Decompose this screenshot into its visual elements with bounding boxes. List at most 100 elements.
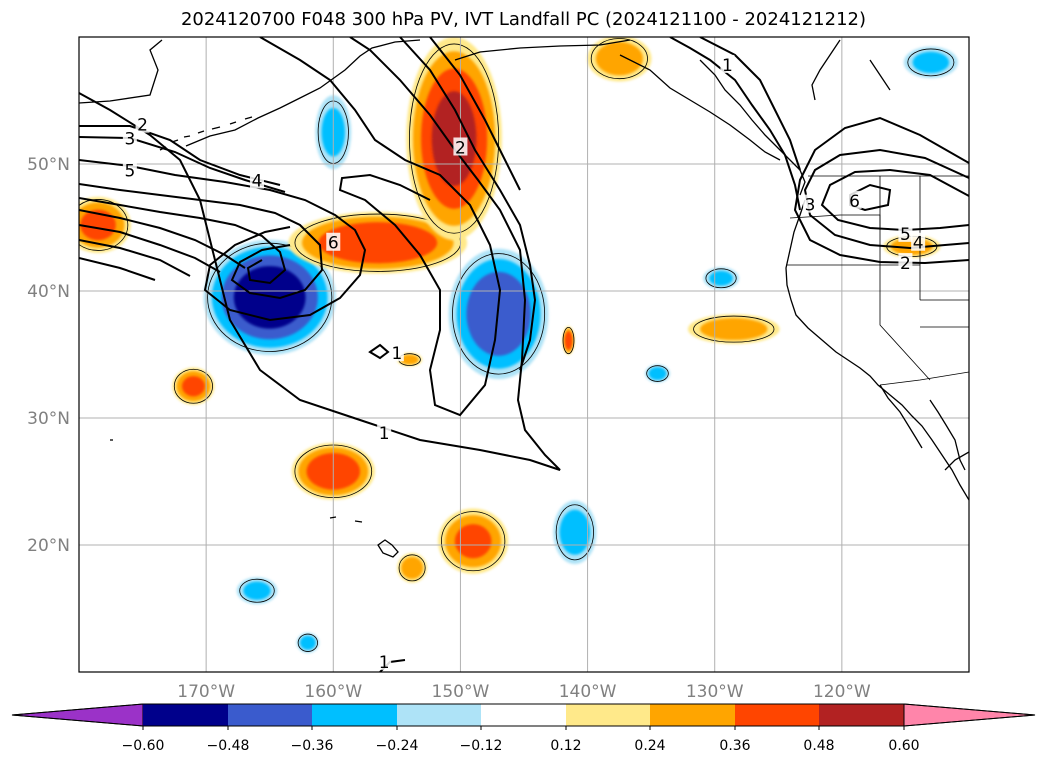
anomaly-blob: [644, 364, 671, 383]
anomaly-blob: [172, 367, 215, 405]
nevada-arizona-border: [879, 265, 969, 381]
colorbar-tick-label: −0.12: [460, 738, 503, 754]
colorbar-tick-label: −0.60: [122, 738, 165, 754]
anomaly-level: [400, 354, 419, 365]
anomaly-outline: [907, 48, 955, 77]
anomaly-level: [912, 51, 950, 74]
contour-line: [820, 168, 969, 232]
anomaly-outline: [590, 38, 648, 80]
anomaly-level: [233, 266, 306, 329]
contour-label: 6: [328, 234, 339, 254]
anomaly-outline: [441, 511, 506, 572]
contour-line: [259, 37, 502, 417]
contour-line: [79, 37, 561, 471]
contour-label: 1: [391, 344, 402, 364]
colorbar-segment: [397, 704, 481, 726]
contour-label-bg: [911, 232, 926, 251]
contour-label-bg: [847, 190, 862, 209]
alaska-coastline: [79, 39, 781, 161]
contour-label-bg: [720, 54, 735, 73]
anomaly-level: [559, 509, 591, 555]
contour-line: [79, 197, 287, 285]
anomaly-blob: [587, 37, 652, 82]
anomaly-blob: [562, 326, 575, 355]
contour-label: 3: [124, 130, 135, 150]
anomaly-blob: [438, 508, 509, 574]
contour-label: 2: [900, 254, 911, 274]
anomaly-level: [318, 222, 438, 264]
colorbar-tick-label: 0.60: [888, 738, 919, 754]
anomaly-level: [700, 318, 768, 341]
contour-label: 5: [124, 161, 135, 181]
longitude-tick-label: 160°W: [304, 682, 362, 702]
colorbar-segment: [819, 704, 904, 726]
latitude-tick-label: 20°N: [27, 536, 70, 556]
colorbar-tick-label: −0.24: [376, 738, 419, 754]
longitude-tick-label: 170°W: [177, 682, 235, 702]
contour-label-bg: [122, 128, 137, 147]
contour-line: [79, 224, 221, 273]
colorbar-extend-low: [11, 703, 144, 727]
anomaly-level: [595, 41, 643, 76]
anomaly-level: [401, 556, 424, 579]
colorbar: −0.60 −0.48 −0.36 −0.24 −0.12 0.12 0.24 0.36 0.4…: [11, 703, 1036, 754]
contour-label: 1: [379, 653, 390, 673]
colorbar-segment: [143, 704, 228, 726]
contour-label: 6: [849, 192, 860, 212]
anomaly-outline: [297, 633, 318, 652]
anomaly-outline: [452, 253, 546, 375]
ivt-contours: [79, 37, 969, 672]
colorbar-tick-label: 0.36: [719, 738, 750, 754]
contour-line: [399, 37, 537, 371]
contour-line: [79, 159, 367, 322]
anomaly-blob: [703, 267, 740, 290]
anomaly-blob: [296, 632, 320, 653]
contour-label-bg: [122, 160, 137, 179]
map-title: 2024120700 F048 300 hPa PV, IVT Landfall…: [180, 9, 867, 30]
longitude-tick-label: 150°W: [432, 682, 490, 702]
anomaly-outline: [79, 199, 129, 251]
colorbar-segment: [650, 704, 735, 726]
colorbar-extend-high: [903, 703, 1036, 727]
contour-label-bg: [377, 423, 392, 442]
anomaly-level: [454, 524, 492, 559]
anomaly-blob: [553, 500, 597, 565]
us-mexico-border: [879, 371, 969, 386]
anomaly-level: [181, 376, 205, 397]
anomaly-level: [709, 270, 733, 286]
contour-label: 1: [722, 56, 733, 76]
colorbar-tick-label: 0.48: [803, 738, 834, 754]
colorbar-segment: [566, 704, 650, 726]
colorbar-segment: [481, 704, 566, 726]
colorbar-tick-label: 0.24: [634, 738, 665, 754]
contour-label-bg: [453, 137, 468, 156]
anomaly-level: [243, 581, 271, 600]
contour-label: 2: [455, 138, 466, 158]
anomaly-level: [300, 635, 316, 650]
contour-label: 3: [805, 196, 816, 216]
anomaly-blob: [687, 314, 780, 344]
hawaii-islands: [329, 516, 399, 558]
british-columbia-coastline: [699, 39, 891, 196]
contour-line: [793, 116, 969, 265]
anomaly-level: [80, 209, 116, 241]
contour-label-bg: [389, 343, 404, 362]
contour-line: [79, 257, 156, 281]
colorbar-tick-label: −0.36: [291, 738, 334, 754]
mexico-west-coastline: [944, 451, 969, 471]
contour-label: 4: [252, 172, 263, 192]
anomaly-outline: [555, 504, 594, 561]
contour-line: [79, 239, 191, 277]
contour-line: [79, 209, 246, 269]
latitude-tick-label: 50°N: [27, 155, 70, 175]
contour-label-bg: [377, 651, 392, 670]
contour-label-bg: [326, 232, 341, 251]
colorbar-segment: [312, 704, 397, 726]
contour-line: [699, 37, 801, 171]
contour-label-bg: [898, 223, 913, 242]
contour-line: [368, 343, 390, 360]
contour-label-bg: [803, 194, 818, 213]
contour-line: [79, 125, 281, 186]
anomaly-level: [648, 367, 667, 380]
